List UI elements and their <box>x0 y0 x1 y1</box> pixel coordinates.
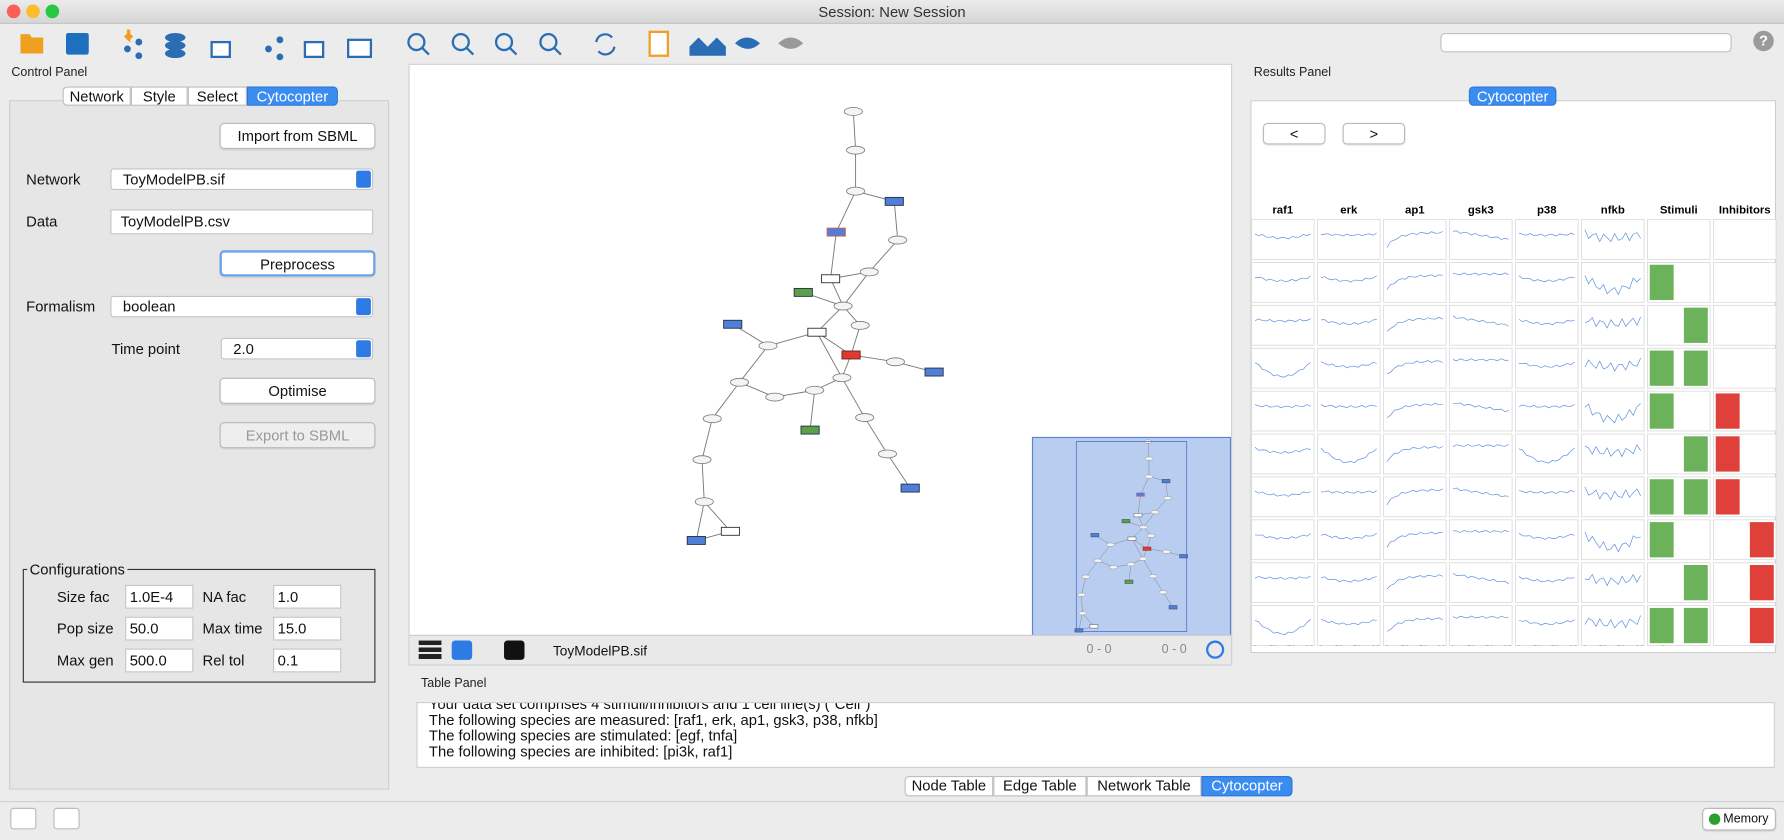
birds-eye-view <box>1031 436 1232 637</box>
tab[interactable]: Network Table <box>1086 775 1202 797</box>
param-field[interactable]: 1.0E-4 <box>125 584 194 609</box>
fit-icon[interactable] <box>1206 640 1225 659</box>
field-label: Data <box>26 212 58 230</box>
tab[interactable]: Cytocopter <box>246 86 338 106</box>
tab[interactable]: Node Table <box>904 775 994 797</box>
param-field[interactable]: 1.0 <box>273 584 342 609</box>
log-box: Your data set comprises 4 stimuli/inhibi… <box>416 701 1775 768</box>
minimize-button[interactable] <box>26 4 40 19</box>
panel-title: Control Panel <box>11 65 88 80</box>
param-label: Rel tol <box>202 651 245 670</box>
optimise-button[interactable]: Optimise <box>219 377 376 404</box>
network-combo[interactable]: ToyModelPB.sif <box>110 168 374 191</box>
panel-title: Table Panel <box>420 676 487 691</box>
data-field[interactable]: ToyModelPB.csv <box>110 209 374 235</box>
title-bar <box>0 0 1784 24</box>
next-button[interactable]: > <box>1342 122 1406 145</box>
import-button[interactable]: Import from SBML <box>219 122 376 150</box>
network-name: ToyModelPB.sif <box>552 642 648 659</box>
field-label: Network <box>26 170 81 188</box>
log-line: The following species are measured: [raf… <box>428 711 878 729</box>
log-line: The following species are stimulated: [e… <box>428 727 738 745</box>
export-icon[interactable] <box>504 640 525 660</box>
param-label: Max time <box>202 620 263 638</box>
panel-title: Results Panel <box>1253 65 1332 80</box>
zoom-button[interactable] <box>45 4 60 19</box>
param-label: Pop size <box>56 620 114 638</box>
memory-indicator <box>1708 813 1721 825</box>
memory-button[interactable]: Memory <box>1702 807 1777 831</box>
tab[interactable]: Style <box>130 86 188 106</box>
param-field[interactable]: 500.0 <box>125 648 194 673</box>
network-footer <box>408 634 1233 666</box>
save-icon[interactable] <box>65 32 89 55</box>
param-label: NA fac <box>202 588 247 606</box>
tab[interactable]: Edge Table <box>993 775 1087 797</box>
log-line: Your data set comprises 4 stimuli/inhibi… <box>428 701 871 713</box>
hidden-count: 0 - 0 <box>1161 642 1187 657</box>
grid-icon[interactable] <box>418 640 442 660</box>
export-button: Export to SBML <box>219 422 376 449</box>
open-icon[interactable] <box>20 34 44 54</box>
status-bar <box>0 800 1784 840</box>
preprocess-button[interactable]: Preprocess <box>219 250 376 277</box>
cloud-icon[interactable] <box>10 807 37 830</box>
param-field[interactable]: 50.0 <box>125 616 194 641</box>
window-title: Session: New Session <box>818 3 966 21</box>
search-box[interactable] <box>1440 32 1732 53</box>
param-label: Max gen <box>56 651 114 670</box>
configurations-box <box>22 568 376 683</box>
close-button[interactable] <box>6 4 21 19</box>
field-label: Formalism <box>26 298 96 316</box>
network-icon[interactable] <box>451 640 473 660</box>
param-label: Size fac <box>56 588 110 606</box>
tab[interactable]: Select <box>187 86 247 106</box>
formalism-combo[interactable]: boolean <box>110 295 374 318</box>
help-icon[interactable]: ? <box>1753 30 1774 52</box>
tab[interactable]: Network <box>62 86 131 106</box>
prev-button[interactable]: < <box>1262 122 1326 145</box>
toolbar-icons <box>20 29 804 61</box>
param-field[interactable]: 0.1 <box>273 648 342 673</box>
time-point-combo[interactable]: 2.0 <box>220 337 374 360</box>
field-label: Time point <box>111 340 181 358</box>
tab[interactable]: Cytocopter <box>1201 775 1293 797</box>
tab[interactable]: Cytocopter <box>1468 86 1557 106</box>
group-title: Configurations <box>27 560 128 578</box>
param-field[interactable]: 15.0 <box>273 616 342 641</box>
selected-count: 0 - 0 <box>1086 642 1112 657</box>
log-line: The following species are inhibited: [pi… <box>428 742 733 761</box>
warning-icon[interactable] <box>53 807 80 830</box>
results-panel <box>1250 100 1777 654</box>
